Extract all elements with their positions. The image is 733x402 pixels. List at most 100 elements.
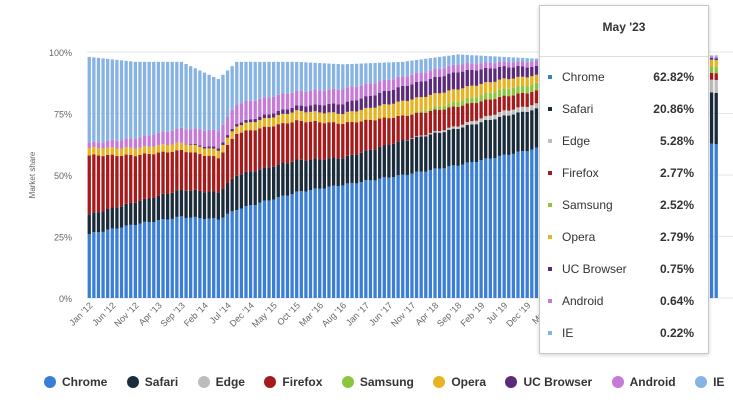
bar-segment-ie — [285, 61, 290, 94]
bar-segment-chrome — [428, 169, 433, 298]
legend-item-edge[interactable]: Edge — [197, 375, 245, 389]
bar-segment-uc-browser — [308, 105, 313, 112]
bar-segment-safari — [497, 116, 502, 156]
bar-segment-opera — [216, 150, 220, 159]
bar-segment-ie — [207, 74, 211, 130]
bar-segment-android — [129, 138, 133, 148]
bar-segment-uc-browser — [318, 105, 322, 113]
bar-segment-uc-browser — [299, 105, 303, 111]
bar-segment-opera — [465, 86, 469, 98]
bar-segment-uc-browser — [714, 58, 718, 61]
bar-segment-samsung — [493, 92, 497, 100]
bar-segment-uc-browser — [221, 142, 225, 145]
ie-legend-icon — [695, 376, 708, 388]
legend-item-opera[interactable]: Opera — [433, 375, 486, 389]
bar-segment-ie — [281, 61, 285, 94]
bar-segment-opera — [239, 125, 244, 133]
bar-segment-opera — [87, 147, 91, 156]
bar-segment-edge — [497, 112, 502, 117]
bar-segment-samsung — [410, 113, 414, 115]
bar-segment-firefox — [295, 120, 299, 160]
tooltip-row-ie: IE 0.22% — [548, 324, 698, 344]
bar-segment-uc-browser — [414, 81, 419, 98]
bar-segment-opera — [318, 112, 322, 123]
chrome-dot-icon — [548, 75, 552, 79]
bar-segment-android — [354, 86, 359, 101]
bar-segment-opera — [156, 145, 161, 153]
bar-segment-uc-browser — [258, 116, 262, 121]
bar-segment-android — [414, 72, 419, 82]
bar-segment-safari — [101, 211, 105, 232]
bar-segment-edge — [493, 114, 497, 120]
bar-segment-chrome — [497, 155, 502, 298]
bar-segment-firefox — [244, 130, 248, 172]
bar-segment-ie — [354, 63, 359, 87]
legend-item-android[interactable]: Android — [611, 375, 676, 389]
bar-segment-ie — [276, 61, 280, 95]
bar-segment-edge — [419, 135, 423, 137]
bar-segment-uc-browser — [378, 92, 382, 106]
x-tick-label: Nov '17 — [389, 300, 417, 328]
bar-segment-opera — [709, 59, 714, 67]
bar-segment-ie — [345, 64, 350, 88]
bar-segment-ie — [331, 63, 336, 89]
bar-segment-ie — [262, 61, 267, 98]
legend-item-safari[interactable]: Safari — [126, 375, 179, 389]
bar-segment-opera — [322, 113, 327, 124]
bar-segment-opera — [184, 144, 188, 153]
bar-segment-chrome — [511, 153, 516, 298]
legend-label: Safari — [144, 375, 179, 389]
edge-dot-icon — [548, 139, 552, 143]
bar-segment-safari — [165, 193, 170, 220]
legend-item-ie[interactable]: IE — [695, 375, 724, 389]
bar-segment-firefox — [437, 109, 442, 132]
bar-segment-opera — [133, 148, 137, 157]
legend-item-samsung[interactable]: Samsung — [341, 375, 414, 389]
bar-segment-android — [382, 79, 386, 91]
bar-segment-safari — [193, 189, 197, 217]
bar-segment-opera — [285, 113, 290, 124]
bar-segment-safari — [534, 108, 539, 148]
bar-segment-android — [267, 97, 271, 115]
bar-segment-ie — [336, 64, 340, 90]
bar-segment-chrome — [119, 227, 124, 298]
bar-segment-android — [244, 100, 248, 120]
bar-segment-safari — [488, 119, 492, 159]
bar-segment-chrome — [484, 158, 488, 298]
bar-segment-uc-browser — [401, 85, 405, 101]
bar-segment-opera — [530, 76, 534, 85]
bar-segment-ie — [502, 56, 506, 62]
bar-segment-safari — [327, 158, 331, 187]
bar-segment-chrome — [391, 177, 396, 298]
bar-segment-edge — [456, 126, 460, 129]
bar-segment-edge — [428, 133, 433, 135]
bar-segment-firefox — [115, 155, 119, 208]
bar-segment-uc-browser — [419, 81, 423, 97]
bar-segment-android — [212, 129, 216, 147]
bar-segment-firefox — [424, 112, 428, 136]
bar-segment-android — [313, 89, 317, 105]
bar-segment-opera — [276, 115, 280, 125]
ie-dot-icon — [548, 331, 552, 335]
bar-segment-opera — [212, 148, 216, 157]
bar-segment-opera — [138, 147, 142, 155]
bar-segment-edge — [470, 121, 474, 125]
legend-item-uc-browser[interactable]: UC Browser — [505, 375, 592, 389]
bar-segment-samsung — [474, 97, 479, 104]
bar-segment-android — [276, 94, 280, 111]
bar-segment-ie — [96, 57, 101, 143]
bar-segment-android — [179, 127, 184, 143]
legend-item-chrome[interactable]: Chrome — [44, 375, 107, 389]
bar-segment-safari — [451, 128, 456, 166]
bar-segment-firefox — [235, 133, 239, 176]
bar-segment-opera — [461, 88, 465, 101]
bar-segment-firefox — [373, 120, 377, 150]
bar-segment-android — [258, 98, 262, 117]
bar-segment-firefox — [451, 106, 456, 127]
legend-item-firefox[interactable]: Firefox — [264, 375, 322, 389]
bar-segment-android — [92, 141, 96, 148]
bar-segment-android — [239, 103, 244, 123]
bar-segment-chrome — [461, 164, 465, 298]
bar-segment-opera — [493, 81, 497, 93]
bar-segment-samsung — [465, 97, 469, 104]
